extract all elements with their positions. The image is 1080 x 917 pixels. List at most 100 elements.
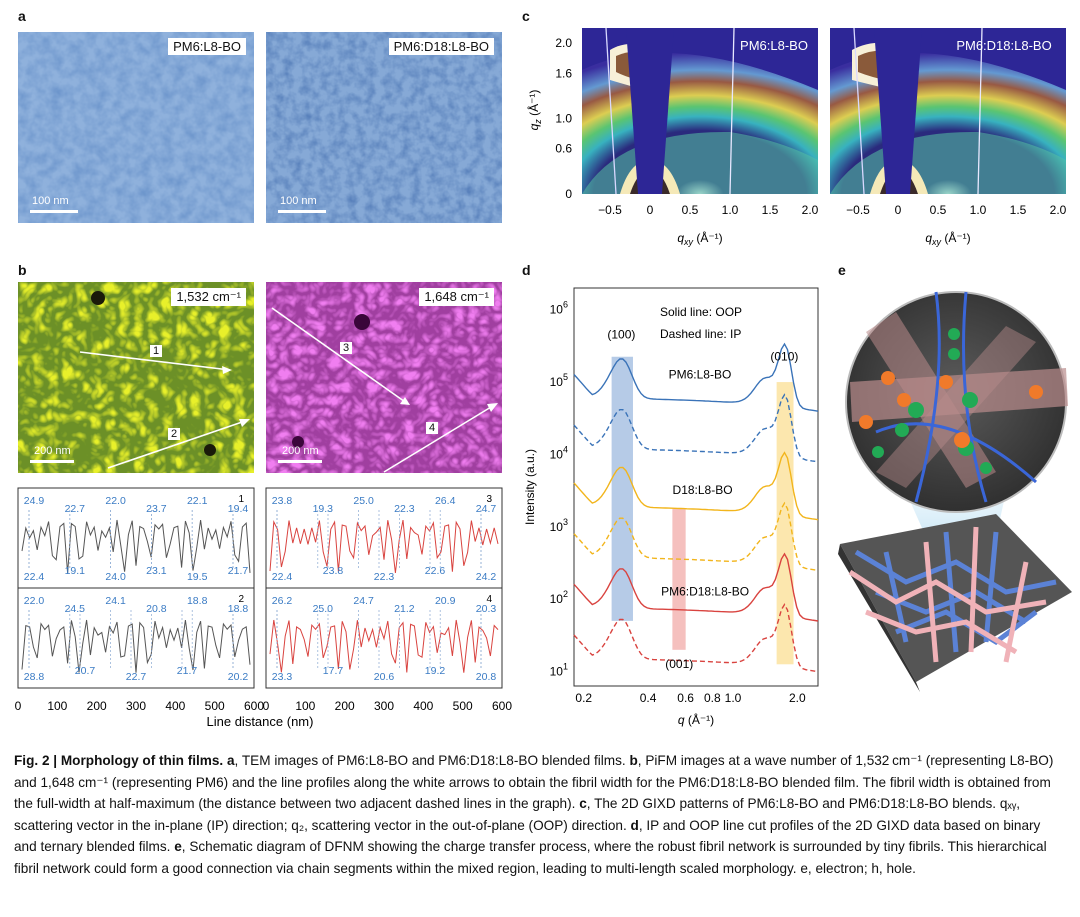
tem-tag: PM6:D18:L8-BO (388, 38, 494, 55)
scale-bar (30, 460, 74, 463)
profile-id: 2 (238, 594, 244, 605)
fibril-width-label: 23.7 (146, 503, 167, 515)
fibril-width-label: 24.9 (24, 495, 45, 507)
tem-image-pm6-l8bo: PM6:L8-BO 100 nm (18, 32, 254, 223)
line-cut-xlabel-q: q (678, 713, 685, 727)
scale-label: 200 nm (34, 445, 71, 457)
caption-title: Fig. 2 | Morphology of thin films. (14, 753, 224, 768)
profile-xlabel: Line distance (nm) (207, 714, 314, 729)
scale-bar (278, 460, 322, 463)
line-cut-xlabel: q (Å⁻¹) (678, 712, 714, 727)
fibril-width-label: 22.0 (24, 595, 45, 607)
line-cut-ytick: 103 (550, 517, 568, 534)
fibril-width-label: 18.8 (187, 595, 208, 607)
fibril-width-label: 20.8 (476, 671, 497, 683)
pifm-image-1532: 1,532 cm⁻¹ 1 2 200 nm (18, 282, 254, 473)
fibril-width-label: 24.7 (476, 503, 497, 515)
line-cut-xtick: 0.2 (575, 691, 592, 705)
scale-bar (30, 210, 78, 213)
profile-xtick: 500 (453, 699, 473, 713)
gixd-ylabel-sub: z (533, 119, 543, 125)
profile-trace (21, 519, 251, 574)
profile-frame-4 (265, 587, 503, 689)
gixd-tag-1: PM6:L8-BO (740, 38, 808, 53)
fibril-width-label: 20.6 (374, 671, 395, 683)
fibril-width-label: 22.3 (394, 503, 415, 515)
gixd-xtick: 2.0 (802, 203, 819, 217)
gixd-ylabel-q: q (527, 123, 541, 130)
caption-part-text-b: , PiFM images at a wave number of 1,532 … (14, 753, 1054, 811)
profile-id: 4 (486, 594, 492, 605)
gixd-xtick: 0.5 (930, 203, 947, 217)
gixd-xlabel-unit: (Å⁻¹) (941, 230, 971, 245)
profile-xtick: 300 (126, 699, 146, 713)
scale-label: 200 nm (282, 445, 319, 457)
panel-label-c: c (522, 8, 530, 24)
profile-xtick: 400 (165, 699, 185, 713)
series-label: D18:L8-BO (673, 483, 733, 497)
line-cut-ytick: 106 (550, 300, 568, 317)
fibril-width-label: 22.4 (24, 571, 45, 583)
gixd-xtick: 0 (647, 203, 654, 217)
arrow-label-1: 1 (150, 345, 163, 357)
gixd-ytick: 0.6 (555, 142, 572, 156)
gixd-patterns: PM6:L8-BO PM6:D18:L8-BO 2.0 1.6 1.0 0.6 0 −0.… (526, 27, 1067, 247)
line-cut-xtick: 0.6 (677, 691, 694, 705)
fibril-width-label: 22.7 (65, 503, 86, 515)
electron-markers (859, 371, 1043, 448)
line-cut-ytick-exp: 1 (563, 662, 568, 672)
profile-xtick: 400 (413, 699, 433, 713)
fibril-width-label: 24.7 (353, 595, 374, 607)
line-cut-ytick-base: 10 (550, 520, 564, 534)
dfnm-schematic (838, 291, 1072, 692)
panel-label-d: d (522, 262, 531, 278)
arrow-label-4: 4 (426, 422, 439, 434)
panel-label-a: a (18, 8, 26, 24)
line-cut-ytick-exp: 4 (563, 444, 568, 454)
scale-label: 100 nm (32, 195, 69, 207)
line-cut-xtick: 1.0 (725, 691, 742, 705)
fibril-width-label: 20.2 (228, 671, 249, 683)
scale-label: 100 nm (280, 195, 317, 207)
caption-part-text-c: , The 2D GIXD patterns of PM6:L8-BO and … (14, 796, 1020, 833)
profile-xtick: 0 (263, 699, 270, 713)
gixd-xlabel-sub: xy (931, 237, 942, 247)
gixd-xtick: −0.5 (846, 203, 870, 217)
fibril-width-label: 25.0 (353, 495, 374, 507)
gixd-xtick: 1.5 (762, 203, 779, 217)
gixd-xtick: 1.0 (970, 203, 987, 217)
curve-dash (573, 603, 819, 673)
line-cut-ytick-exp: 2 (563, 589, 568, 599)
profile-xtick: 500 (205, 699, 225, 713)
fibril-width-label: 20.9 (435, 595, 456, 607)
line-cut-ytick-exp: 6 (563, 300, 568, 310)
series-label: PM6:L8-BO (669, 367, 732, 381)
line-cut-ylabel: Intensity (a.u.) (523, 449, 537, 525)
band-100 (611, 356, 633, 621)
line-cut-ytick: 104 (550, 444, 568, 461)
curve-solid (573, 451, 819, 521)
line-cut-ytick-base: 10 (550, 665, 564, 679)
gixd-ytick: 1.6 (555, 66, 572, 80)
fibril-width-label: 23.1 (146, 565, 167, 577)
legend-solid: Solid line: OOP (660, 305, 742, 319)
profile-xtick: 100 (295, 699, 315, 713)
fibril-width-label: 19.5 (187, 571, 208, 583)
fibril-width-label: 18.8 (228, 603, 249, 615)
gixd-pattern-pm6-l8bo (582, 27, 818, 195)
line-cut-ytick: 101 (550, 662, 568, 679)
gixd-ytick: 0 (565, 187, 572, 201)
profile-xtick: 200 (87, 699, 107, 713)
fibril-width-label: 21.7 (177, 665, 198, 677)
profile-trace (269, 520, 499, 574)
gixd-xtick: 1.5 (1010, 203, 1027, 217)
profile-frame-2 (17, 587, 255, 689)
gixd-xtick: 0 (895, 203, 902, 217)
profile-id: 3 (486, 494, 492, 505)
figure-caption: Fig. 2 | Morphology of thin films. a, TE… (14, 750, 1066, 879)
caption-part-text-d: , IP and OOP line cut profiles of the 2D… (14, 817, 1041, 855)
line-cut-ytick: 105 (550, 372, 568, 389)
tem-tag: PM6:L8-BO (168, 38, 246, 55)
band-001 (672, 508, 686, 650)
